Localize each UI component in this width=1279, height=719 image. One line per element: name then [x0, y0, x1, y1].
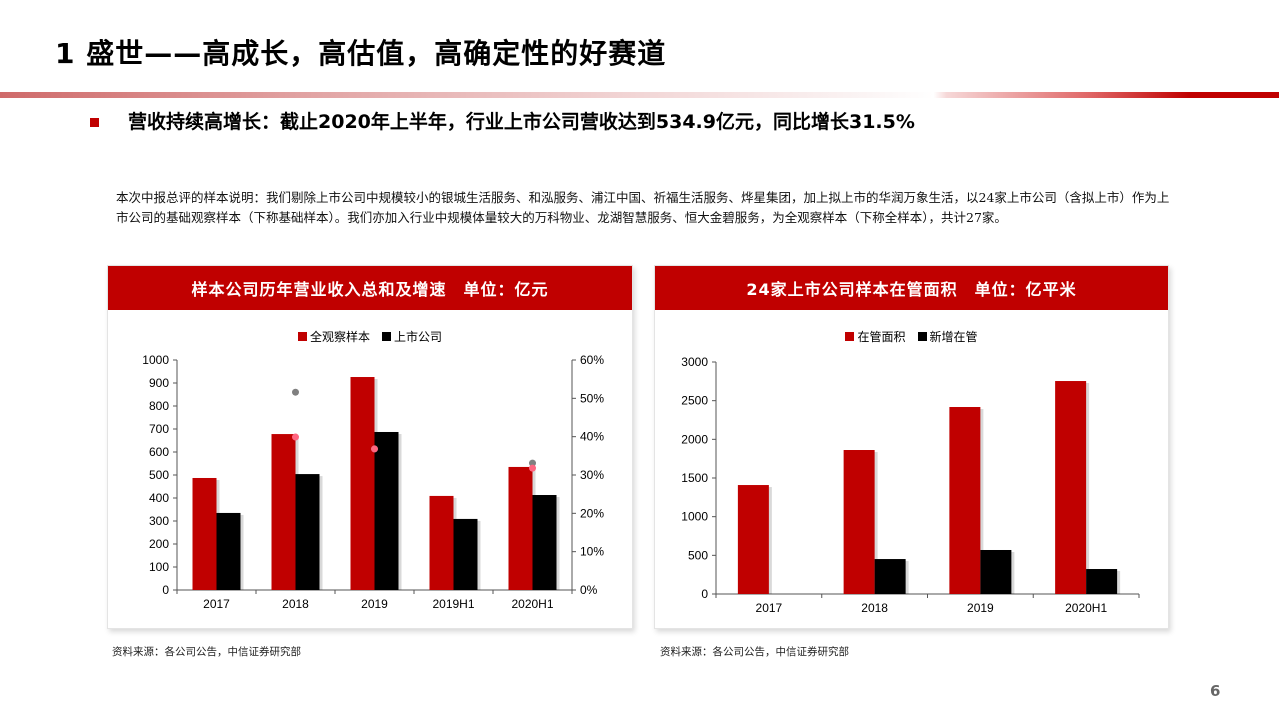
bar-primary — [350, 377, 375, 590]
legend-item-listed: 上市公司 — [382, 328, 442, 345]
x-tick-label: 2020H1 — [1065, 601, 1107, 615]
y-tick-label: 0 — [701, 587, 708, 601]
y-tick-label: 500 — [149, 468, 169, 482]
slide-title: 1 盛世——高成长，高估值，高确定性的好赛道 — [55, 37, 667, 70]
bar-secondary — [532, 495, 557, 590]
revenue-bar-chart: 0 100 200 300 400 500 600 700 800 900 1000 0% 10% 20%… — [142, 353, 604, 611]
y-tick-label: 500 — [688, 548, 708, 562]
key-point-text: 营收持续高增长：截止2020年上半年，行业上市公司营收达到534.9亿元，同比增… — [128, 111, 915, 133]
y-tick-label: 1500 — [681, 471, 708, 485]
y-tick-label: 0 — [162, 583, 169, 597]
growth-rate-dot — [371, 445, 378, 453]
legend-label: 上市公司 — [394, 330, 443, 344]
bar-primary — [949, 407, 981, 594]
legend-item-new-area: 新增在管 — [917, 328, 978, 345]
bar-secondary — [295, 474, 320, 590]
legend-item-managed-area: 在管面积 — [845, 328, 906, 345]
sample-note: 本次中报总评的样本说明：我们剔除上市公司中规模较小的银城生活服务、和泓服务、浦江… — [116, 190, 1170, 225]
y-tick-label: 400 — [149, 491, 169, 505]
bar-secondary — [1086, 569, 1118, 594]
bar-primary — [192, 477, 217, 590]
bar-primary — [1055, 381, 1087, 594]
bar-secondary — [980, 549, 1012, 594]
revenue-chart-header: 样本公司历年营业收入总和及增速 单位：亿元 — [108, 266, 632, 310]
bar-secondary — [374, 431, 399, 590]
bar-primary — [508, 466, 533, 590]
y-tick-label: 800 — [149, 399, 169, 413]
legend-label: 在管面积 — [857, 330, 906, 344]
growth-rate-dot — [292, 433, 299, 441]
x-tick-label: 2019 — [361, 597, 388, 611]
x-tick-label: 2017 — [203, 597, 230, 611]
right-source-note: 资料来源：各公司公告，中信证券研究部 — [660, 646, 849, 658]
legend-swatch-black — [917, 332, 927, 341]
managed-area-bar-chart: 0 500 1000 1500 2000 2500 3000 2017 2018 2019 2020… — [681, 355, 1140, 615]
bar-primary — [737, 485, 769, 594]
y-tick-label: 100 — [149, 560, 169, 574]
legend-item-full-sample: 全观察样本 — [297, 328, 370, 345]
x-tick-label: 2019 — [967, 601, 994, 615]
bar-secondary — [874, 559, 906, 594]
revenue-chart-legend: 全观察样本 上市公司 — [108, 328, 632, 345]
y2-tick-label: 0% — [580, 583, 598, 597]
x-tick-label: 2020H1 — [511, 597, 553, 611]
area-chart-header: 24家上市公司样本在管面积 单位：亿平米 — [655, 266, 1168, 310]
growth-rate-dot — [529, 464, 536, 472]
y2-tick-label: 30% — [580, 468, 604, 482]
y-tick-label: 900 — [149, 376, 169, 390]
y-tick-label: 300 — [149, 514, 169, 528]
page-number: 6 — [1210, 682, 1221, 700]
y2-tick-label: 20% — [580, 506, 604, 520]
y-tick-label: 600 — [149, 445, 169, 459]
y2-tick-label: 60% — [580, 353, 604, 367]
y2-tick-label: 50% — [580, 391, 604, 405]
bar-primary — [843, 450, 875, 594]
y-tick-label: 700 — [149, 422, 169, 436]
area-chart-panel: 24家上市公司样本在管面积 单位：亿平米 在管面积 新增在管 0 500 1000 1… — [654, 265, 1169, 629]
area-chart-legend: 在管面积 新增在管 — [655, 328, 1168, 345]
bar-secondary — [216, 512, 241, 590]
left-source-note: 资料来源：各公司公告，中信证券研究部 — [112, 646, 301, 658]
legend-label: 新增在管 — [929, 330, 978, 344]
x-tick-label: 2018 — [282, 597, 309, 611]
title-divider-bar — [0, 92, 1279, 98]
x-tick-label: 2017 — [756, 601, 783, 615]
revenue-chart-panel: 样本公司历年营业收入总和及增速 单位：亿元 全观察样本 上市公司 0 100 200… — [107, 265, 633, 629]
y-tick-label: 1000 — [681, 510, 708, 524]
bar-primary — [271, 434, 296, 590]
y-tick-label: 2000 — [681, 432, 708, 446]
y2-tick-label: 40% — [580, 430, 604, 444]
y-tick-label: 2500 — [681, 394, 708, 408]
y-tick-label: 3000 — [681, 355, 708, 369]
growth-rate-dot — [529, 459, 536, 467]
growth-rate-dot — [292, 388, 299, 396]
y2-tick-label: 10% — [580, 545, 604, 559]
legend-swatch-black — [382, 332, 391, 341]
bullet-square-icon — [90, 118, 99, 127]
legend-swatch-red — [845, 332, 855, 341]
x-tick-label: 2018 — [861, 601, 888, 615]
legend-swatch-red — [297, 332, 307, 341]
x-tick-label: 2019H1 — [432, 597, 474, 611]
y-tick-label: 200 — [149, 537, 169, 551]
bar-secondary — [453, 518, 478, 590]
y-tick-label: 1000 — [142, 353, 169, 367]
bar-primary — [429, 495, 454, 590]
legend-label: 全观察样本 — [309, 330, 370, 344]
